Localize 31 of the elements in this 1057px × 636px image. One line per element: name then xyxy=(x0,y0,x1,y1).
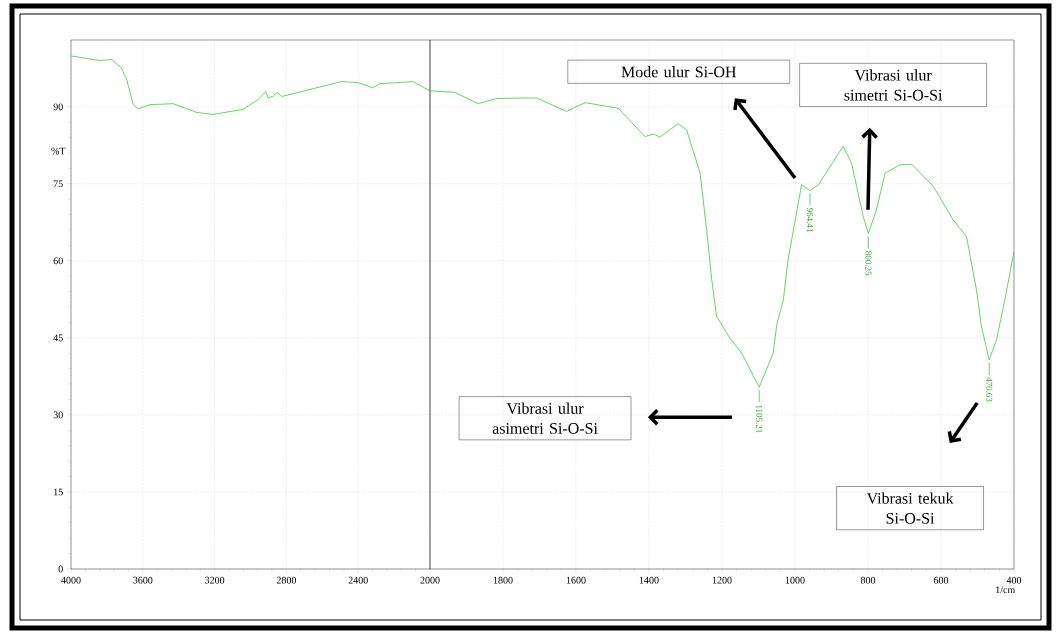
annotation: 1105.21 xyxy=(756,405,763,433)
x-tick-label: 1400 xyxy=(639,576,659,584)
annotation: Vibrasi tekuk Si-O-Si xyxy=(866,492,954,524)
x-tick-label: 4000 xyxy=(61,576,81,584)
annotation: 470.63 xyxy=(986,377,993,402)
x-tick-label: 1800 xyxy=(493,576,513,584)
x-tick-label: 600 xyxy=(933,576,949,584)
y-tick-label: 15 xyxy=(54,488,63,496)
annotation: 964.41 xyxy=(806,207,814,232)
y-tick-label: 75 xyxy=(53,180,63,188)
annotation: Mode ulur Si-OH xyxy=(621,66,737,78)
x-tick-label: 800 xyxy=(860,576,876,584)
annotation: 800.25 xyxy=(865,251,872,276)
annotation: Vibrasi ulur asimetri Si-O-Si xyxy=(492,402,598,434)
x-tick-label: 400 xyxy=(1006,576,1022,584)
y-tick-label: 45 xyxy=(53,334,63,342)
x-axis-title: 1/cm xyxy=(996,586,1016,594)
x-tick-label: 2000 xyxy=(420,576,440,584)
x-tick-label: 2800 xyxy=(276,576,297,584)
x-tick-label: 1600 xyxy=(566,576,586,584)
x-tick-label: 2400 xyxy=(348,576,368,584)
x-tick-label: 1200 xyxy=(712,576,732,584)
x-tick-label: 3200 xyxy=(205,576,225,584)
y-axis-title: %T xyxy=(51,147,66,155)
x-tick-label: 1000 xyxy=(785,576,805,584)
y-tick-label: 90 xyxy=(53,103,63,111)
y-tick-label: 30 xyxy=(53,411,63,419)
y-tick-label: 0 xyxy=(58,565,63,573)
annotation: Vibrasi ulur simetri Si-O-Si xyxy=(844,69,943,101)
y-tick-label: 60 xyxy=(53,257,63,265)
x-tick-label: 3600 xyxy=(133,576,153,584)
